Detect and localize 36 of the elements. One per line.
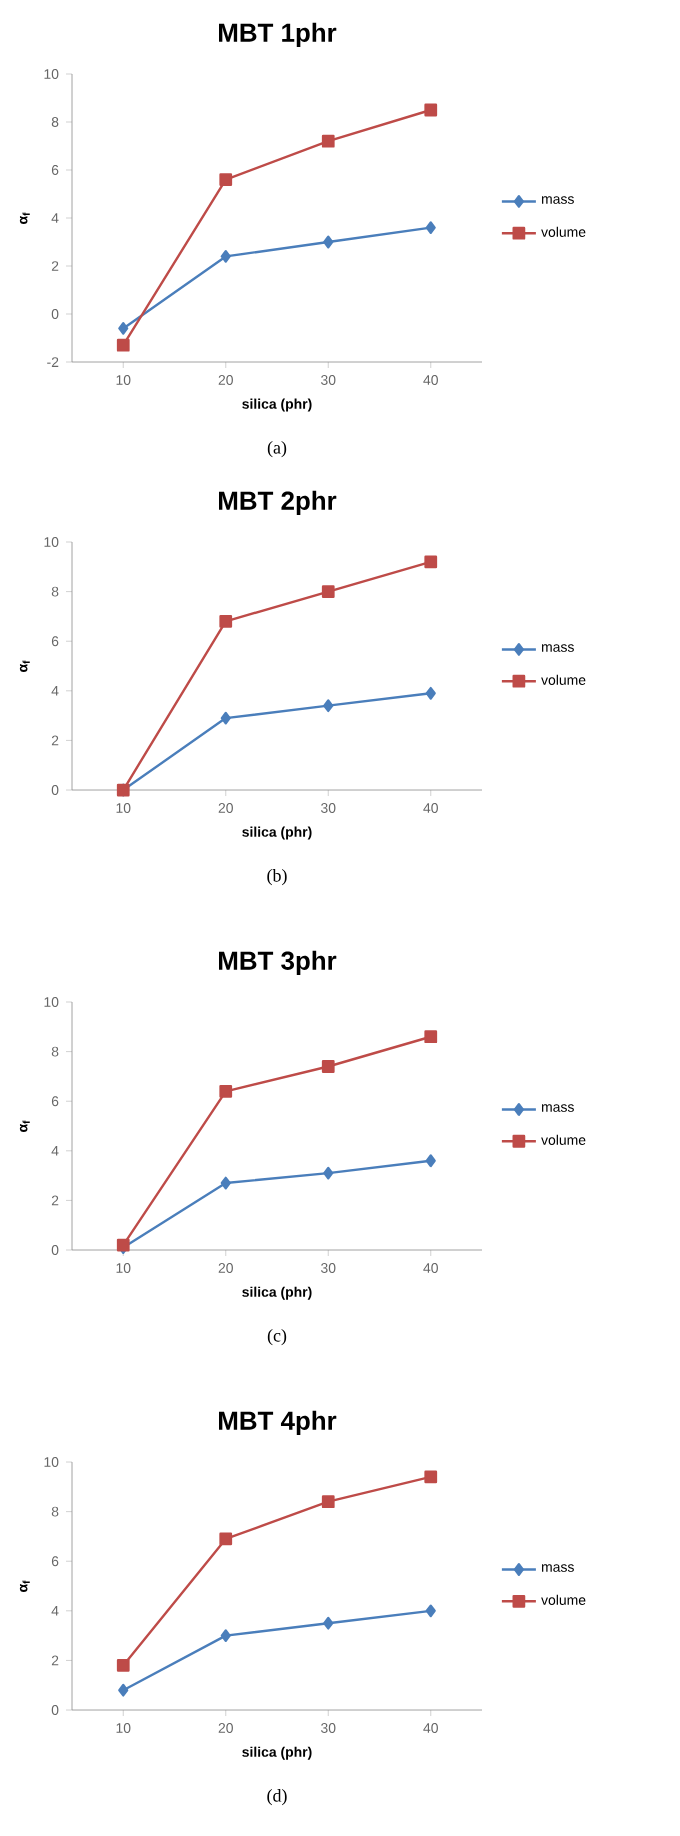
- point: [321, 1060, 335, 1073]
- point: [219, 173, 233, 186]
- point: [118, 322, 129, 335]
- point: [321, 134, 335, 148]
- text: (c): [267, 1329, 287, 1346]
- text: (a): [267, 441, 287, 458]
- chart-title: MBT 1phr: [219, 22, 337, 48]
- point: [116, 338, 130, 352]
- point: [323, 699, 334, 713]
- point: [220, 1176, 231, 1190]
- point: [424, 555, 438, 569]
- text: (d): [267, 1789, 287, 1806]
- point: [220, 1629, 231, 1642]
- point: [323, 1166, 334, 1180]
- point: [425, 686, 436, 700]
- point: [219, 614, 233, 628]
- point: [425, 1154, 436, 1168]
- text: (b): [267, 869, 287, 886]
- point: [321, 1495, 335, 1509]
- point: [323, 1616, 334, 1630]
- point: [219, 1084, 233, 1098]
- point: [424, 103, 438, 117]
- point: [219, 1532, 233, 1546]
- point: [424, 1030, 438, 1044]
- point: [425, 1604, 436, 1618]
- chart-title: MBT 3phr: [219, 950, 337, 976]
- point: [220, 711, 231, 725]
- point: [424, 1470, 438, 1484]
- chart-title: MBT 4phr: [219, 1410, 337, 1436]
- point: [220, 250, 231, 263]
- point: [116, 1659, 130, 1672]
- chart-title: MBT 2phr: [219, 490, 337, 516]
- point: [425, 221, 436, 234]
- point: [321, 585, 335, 598]
- point: [118, 1683, 129, 1697]
- point: [323, 235, 334, 249]
